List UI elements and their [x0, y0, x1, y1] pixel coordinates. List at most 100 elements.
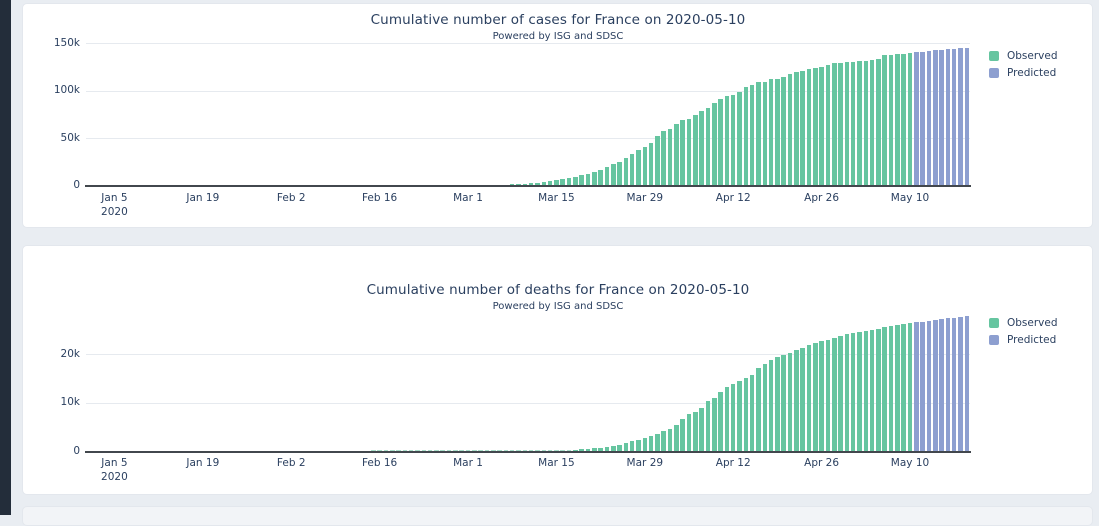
observed-bar[interactable] — [573, 176, 578, 186]
observed-bar[interactable] — [705, 400, 711, 451]
observed-bar[interactable] — [888, 325, 894, 451]
observed-bar[interactable] — [737, 381, 742, 451]
observed-bar[interactable] — [850, 61, 856, 186]
predicted-bar[interactable] — [939, 319, 944, 451]
deaths-plot-area[interactable]: 0 10k 20k Jan 5 2020 Jan 19 Feb 2 Feb 16 Mar 1 Ma… — [23, 246, 1092, 494]
predicted-bar[interactable] — [914, 322, 919, 451]
observed-bar[interactable] — [724, 96, 730, 186]
observed-bar[interactable] — [585, 173, 591, 186]
observed-bar[interactable] — [895, 324, 900, 451]
observed-bar[interactable] — [901, 53, 906, 186]
observed-bar[interactable] — [623, 157, 629, 186]
observed-bar[interactable] — [819, 67, 824, 186]
observed-bar[interactable] — [686, 118, 692, 186]
observed-bar[interactable] — [730, 94, 736, 186]
observed-bar[interactable] — [604, 446, 610, 451]
observed-bar[interactable] — [699, 407, 704, 451]
observed-bar[interactable] — [718, 99, 723, 186]
observed-bar[interactable] — [768, 79, 774, 186]
observed-bar[interactable] — [655, 433, 660, 451]
observed-bar[interactable] — [560, 179, 565, 186]
observed-bar[interactable] — [743, 87, 749, 186]
observed-bar[interactable] — [907, 323, 913, 451]
observed-bar[interactable] — [863, 60, 869, 186]
predicted-bar[interactable] — [945, 49, 951, 186]
observed-bar[interactable] — [541, 182, 547, 186]
cases-plot-area[interactable]: 0 50k 100k 150k Jan 5 2020 Jan 19 Feb 2 Feb 16 Ma… — [23, 4, 1092, 227]
observed-bar[interactable] — [800, 70, 805, 186]
observed-bar[interactable] — [813, 343, 818, 451]
observed-bar[interactable] — [617, 161, 622, 186]
observed-bar[interactable] — [693, 411, 698, 451]
observed-bar[interactable] — [888, 54, 894, 186]
observed-bar[interactable] — [579, 449, 584, 451]
observed-bar[interactable] — [535, 182, 540, 186]
observed-bar[interactable] — [768, 360, 774, 451]
observed-bar[interactable] — [876, 328, 881, 451]
observed-bar[interactable] — [592, 448, 597, 451]
observed-bar[interactable] — [787, 74, 793, 186]
observed-bar[interactable] — [598, 170, 603, 186]
observed-bar[interactable] — [876, 59, 881, 186]
predicted-bar[interactable] — [958, 48, 963, 186]
predicted-bar[interactable] — [951, 317, 957, 451]
observed-bar[interactable] — [667, 129, 673, 186]
observed-bar[interactable] — [749, 374, 755, 451]
legend-item-observed[interactable]: Observed — [989, 314, 1058, 331]
predicted-bar[interactable] — [964, 316, 970, 451]
observed-bar[interactable] — [680, 120, 685, 186]
observed-bar[interactable] — [623, 442, 629, 451]
legend-item-predicted[interactable]: Predicted — [989, 331, 1058, 348]
observed-bar[interactable] — [794, 350, 799, 451]
observed-bar[interactable] — [857, 331, 862, 451]
observed-bar[interactable] — [680, 419, 685, 451]
observed-bar[interactable] — [699, 111, 704, 186]
observed-bar[interactable] — [522, 183, 528, 186]
observed-bar[interactable] — [819, 341, 824, 451]
observed-bar[interactable] — [844, 62, 850, 186]
predicted-bar[interactable] — [964, 47, 970, 186]
observed-bar[interactable] — [749, 84, 755, 186]
observed-bar[interactable] — [794, 72, 799, 186]
observed-bar[interactable] — [825, 340, 831, 451]
observed-bar[interactable] — [882, 55, 887, 186]
predicted-bar[interactable] — [932, 50, 938, 186]
observed-bar[interactable] — [686, 414, 692, 451]
observed-bar[interactable] — [674, 124, 679, 186]
observed-bar[interactable] — [648, 436, 654, 451]
observed-bar[interactable] — [901, 323, 906, 451]
observed-bar[interactable] — [724, 386, 730, 451]
predicted-bar[interactable] — [939, 49, 944, 186]
observed-bar[interactable] — [661, 431, 666, 451]
observed-bar[interactable] — [711, 398, 717, 451]
observed-bar[interactable] — [629, 154, 635, 186]
observed-bar[interactable] — [762, 81, 768, 186]
legend-item-predicted[interactable]: Predicted — [989, 64, 1058, 81]
observed-bar[interactable] — [509, 184, 515, 186]
observed-bar[interactable] — [667, 429, 673, 451]
observed-bar[interactable] — [756, 367, 761, 451]
observed-bar[interactable] — [642, 438, 648, 451]
observed-bar[interactable] — [775, 357, 780, 451]
observed-bar[interactable] — [585, 448, 591, 451]
observed-bar[interactable] — [762, 364, 768, 451]
predicted-bar[interactable] — [920, 51, 925, 186]
observed-bar[interactable] — [629, 441, 635, 451]
observed-bar[interactable] — [869, 330, 875, 451]
observed-bar[interactable] — [831, 63, 837, 186]
observed-bar[interactable] — [857, 61, 862, 186]
observed-bar[interactable] — [863, 330, 869, 451]
observed-bar[interactable] — [674, 424, 679, 451]
observed-bar[interactable] — [907, 52, 913, 186]
observed-bar[interactable] — [838, 336, 843, 451]
observed-bar[interactable] — [604, 166, 610, 186]
observed-bar[interactable] — [705, 107, 711, 186]
observed-bar[interactable] — [838, 62, 843, 186]
observed-bar[interactable] — [655, 135, 660, 186]
predicted-bar[interactable] — [926, 320, 932, 451]
predicted-bar[interactable] — [958, 316, 963, 451]
observed-bar[interactable] — [813, 67, 818, 186]
legend-item-observed[interactable]: Observed — [989, 47, 1058, 64]
observed-bar[interactable] — [787, 352, 793, 451]
observed-bar[interactable] — [806, 69, 812, 186]
